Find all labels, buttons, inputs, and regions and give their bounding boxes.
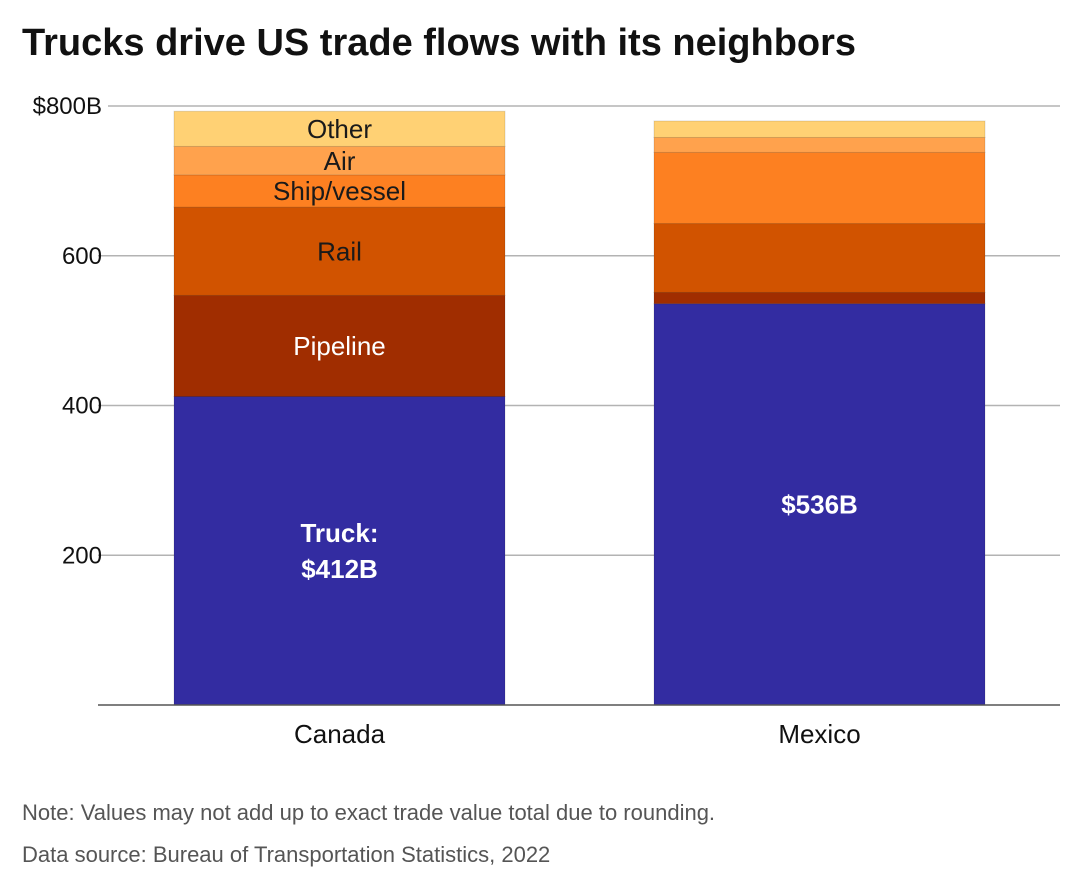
bar-canada-rail xyxy=(173,206,506,296)
segment-labels: Truck: $412B Pipeline Rail Ship/vesselAirOth… xyxy=(273,114,858,584)
segment-label-canada-pipeline: Pipeline xyxy=(293,331,386,361)
bar-canada-other xyxy=(173,110,506,147)
segment-label-mexico-truck: $536B xyxy=(781,489,858,519)
segment-label-canada-air: Air xyxy=(324,146,356,176)
stacked-bar-chart: Truck: $412B Pipeline Rail Ship/vesselAirOth… xyxy=(33,93,1060,749)
bar-canada-air xyxy=(173,145,506,176)
y-tick-label: $800B xyxy=(33,93,102,120)
bar-canada-truck xyxy=(173,396,506,706)
x-tick-label-mexico: Mexico xyxy=(778,719,860,749)
bar-mexico-other xyxy=(653,120,986,138)
bar-mexico-pipeline xyxy=(653,291,986,305)
chart-title: Trucks drive US trade flows with its nei… xyxy=(22,22,857,64)
bar-mexico-ship-vessel xyxy=(653,151,986,225)
chart-note: Note: Values may not add up to exact tra… xyxy=(22,800,716,825)
y-axis: 200 400 600 $800B xyxy=(33,93,102,569)
segment-label-canada-ship-vessel: Ship/vessel xyxy=(273,176,406,206)
bar-canada-ship-vessel xyxy=(173,174,506,208)
y-tick-label: 200 xyxy=(62,542,102,569)
bar-mexico-truck xyxy=(653,303,986,706)
y-tick-label: 400 xyxy=(62,393,102,420)
y-tick-label: 600 xyxy=(62,243,102,270)
bars xyxy=(173,110,986,706)
segment-label-canada-rail: Rail xyxy=(317,236,362,266)
bar-mexico-rail xyxy=(653,223,986,293)
x-axis: Canada Mexico xyxy=(98,704,1060,749)
bar-canada-pipeline xyxy=(173,294,506,398)
segment-label-canada-truck: Truck: $412B xyxy=(300,518,378,584)
bar-mexico-air xyxy=(653,136,986,153)
data-source: Data source: Bureau of Transportation St… xyxy=(22,842,551,867)
x-tick-label-canada: Canada xyxy=(294,719,386,749)
segment-label-canada-other: Other xyxy=(307,114,372,144)
